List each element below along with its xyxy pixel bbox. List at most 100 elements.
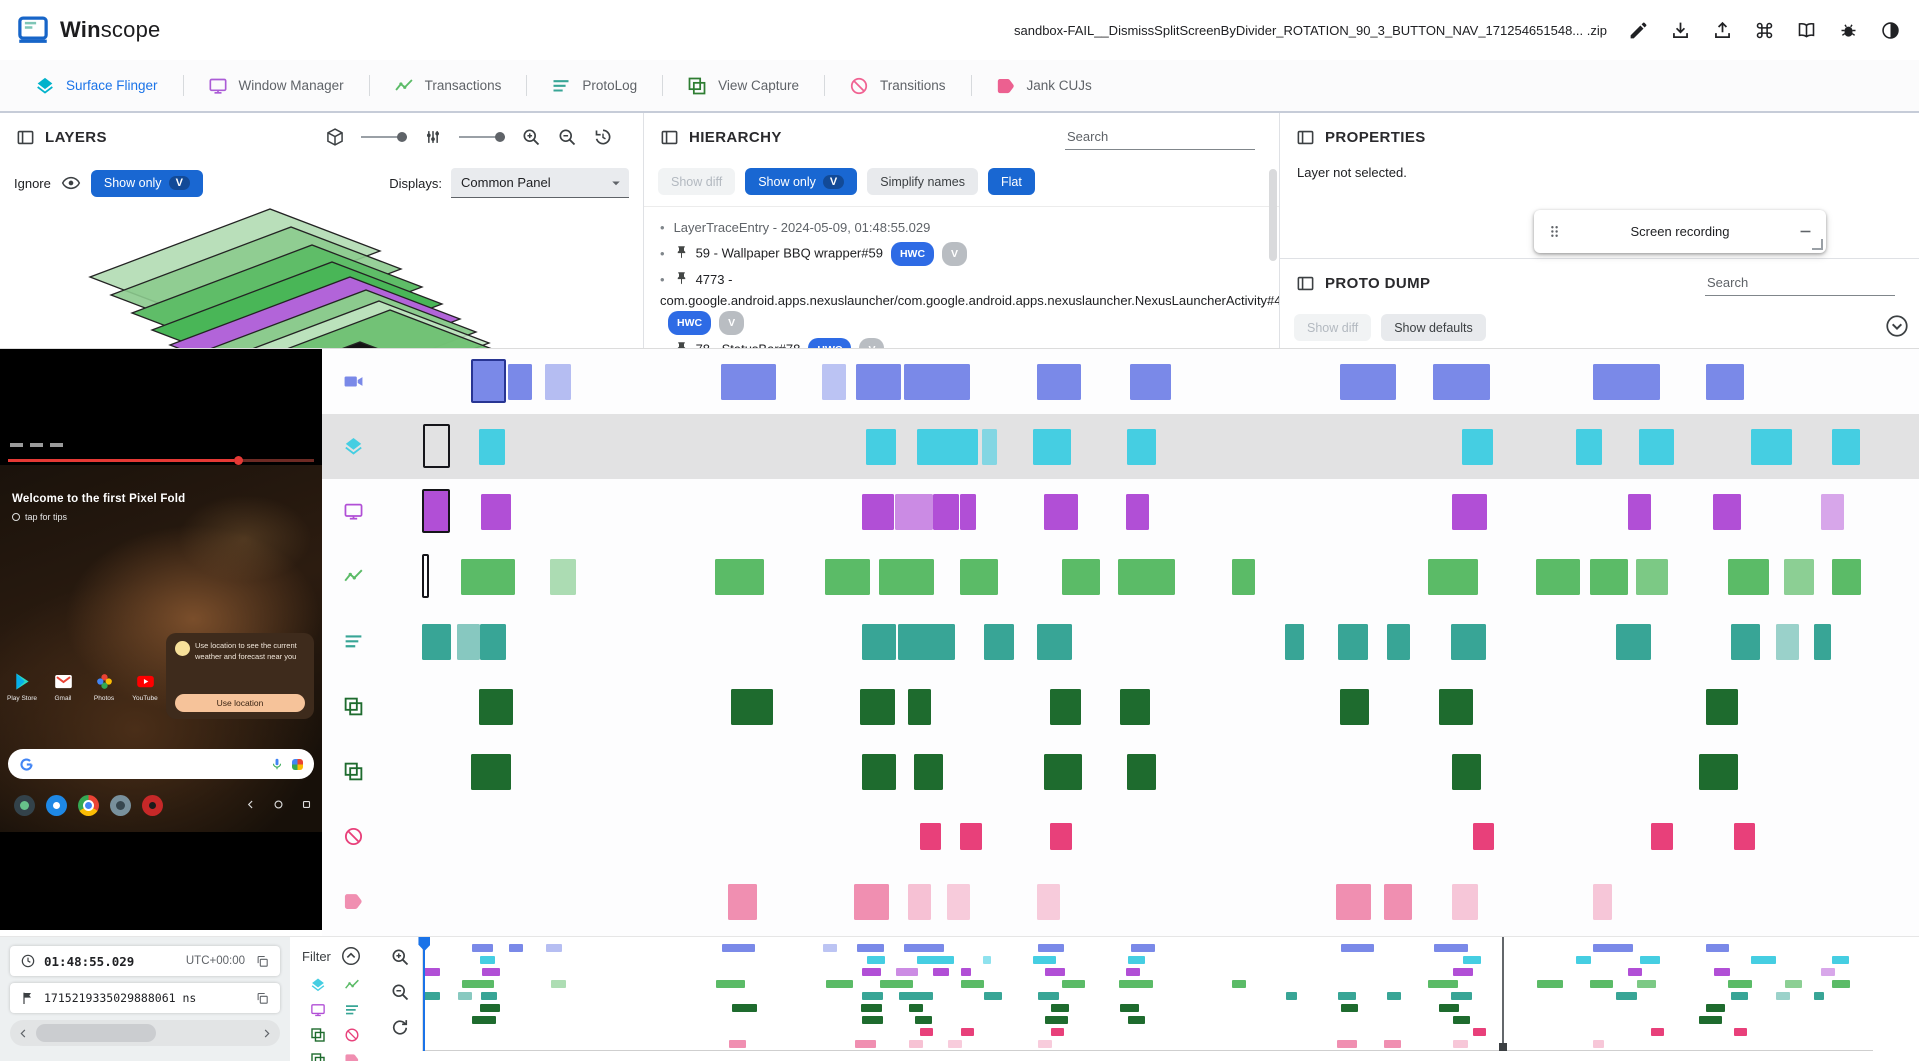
- copy-timestamp-icon[interactable]: [255, 991, 270, 1006]
- trace-track-transactions[interactable]: [422, 544, 1873, 609]
- trace-entry-block[interactable]: [1285, 623, 1305, 660]
- cube-icon[interactable]: [325, 127, 345, 147]
- keyboard-shortcuts-button[interactable]: [1754, 20, 1775, 41]
- list-icon[interactable]: [343, 631, 364, 652]
- lens-icon[interactable]: [292, 758, 303, 770]
- trace-track-jank[interactable]: [422, 869, 1873, 934]
- drag-handle-icon[interactable]: [1546, 223, 1563, 240]
- hierarchy-root-node[interactable]: • LayerTraceEntry - 2024-05-09, 01:48:55.…: [660, 217, 1263, 238]
- trace-entry-block[interactable]: [1698, 753, 1739, 790]
- camera-icon[interactable]: [110, 795, 131, 816]
- trace-entry-block[interactable]: [897, 623, 955, 660]
- google-search-bar[interactable]: [8, 749, 314, 779]
- trace-entry-block[interactable]: [860, 688, 895, 725]
- trace-entry-block[interactable]: [866, 428, 897, 465]
- trace-entry-block[interactable]: [861, 753, 897, 790]
- trace-entry-block[interactable]: [960, 558, 999, 595]
- trace-entry-block[interactable]: [1050, 688, 1081, 725]
- trace-entry-block[interactable]: [1727, 558, 1769, 595]
- hierarchy-node[interactable]: • 59 - Wallpaper BBQ wrapper#59 HWC V: [660, 242, 1263, 266]
- report-bug-button[interactable]: [1838, 20, 1859, 41]
- trace-entry-block[interactable]: [1713, 493, 1741, 530]
- trace-entry-block[interactable]: [1592, 363, 1660, 400]
- trace-entry-block[interactable]: [895, 493, 933, 530]
- trace-entry-block[interactable]: [825, 558, 871, 595]
- trace-entry-block[interactable]: [1650, 823, 1673, 850]
- screen-recording-video[interactable]: Welcome to the first Pixel Fold tap for …: [0, 349, 322, 930]
- view-capture-icon[interactable]: [310, 1027, 326, 1043]
- proto-dump-search-input[interactable]: [1705, 270, 1895, 296]
- copy-time-icon[interactable]: [255, 954, 270, 969]
- trace-entry-block[interactable]: [1130, 363, 1171, 400]
- android-icon[interactable]: [14, 795, 35, 816]
- trace-entry-block[interactable]: [1336, 883, 1371, 920]
- trace-track-protolog[interactable]: [422, 609, 1873, 674]
- trace-entry-block[interactable]: [1820, 493, 1844, 530]
- trace-entry-block[interactable]: [1706, 688, 1739, 725]
- hierarchy-search-input[interactable]: [1065, 124, 1255, 150]
- collapse-filter-button[interactable]: [340, 945, 362, 967]
- videocam-icon[interactable]: [343, 371, 364, 392]
- trace-entry-block[interactable]: [1706, 363, 1744, 400]
- trace-entry-block[interactable]: [1627, 493, 1651, 530]
- trace-entry-block[interactable]: [1784, 558, 1814, 595]
- timeline-scrollbar[interactable]: [10, 1020, 280, 1046]
- trace-track-transitions[interactable]: [422, 804, 1873, 869]
- trace-entry-block[interactable]: [545, 363, 572, 400]
- music-icon[interactable]: [142, 795, 163, 816]
- selected-entry-marker[interactable]: [471, 359, 507, 403]
- eye-icon[interactable]: [61, 173, 81, 193]
- trace-entry-block[interactable]: [1832, 558, 1862, 595]
- trace-entry-block[interactable]: [1427, 558, 1479, 595]
- trace-entry-block[interactable]: [1119, 688, 1151, 725]
- show-defaults-button[interactable]: Show defaults: [1381, 314, 1486, 341]
- trace-entry-block[interactable]: [1575, 428, 1602, 465]
- trace-entry-block[interactable]: [879, 558, 935, 595]
- video-scrubber-dot[interactable]: [234, 456, 244, 465]
- trace-entry-block[interactable]: [1127, 428, 1157, 465]
- tab-surface-flinger[interactable]: Surface Flinger: [10, 60, 183, 111]
- hierarchy-node[interactable]: • 78 - StatusBar#78 HWC V: [660, 338, 1263, 348]
- selected-entry-marker[interactable]: [422, 489, 450, 533]
- trace-entry-block[interactable]: [1384, 883, 1412, 920]
- back-icon[interactable]: [245, 799, 256, 810]
- trace-entry-block[interactable]: [960, 823, 983, 850]
- selected-entry-marker[interactable]: [422, 554, 429, 598]
- show-diff-button[interactable]: Show diff: [658, 168, 736, 195]
- trace-entry-block[interactable]: [1061, 558, 1100, 595]
- trace-entry-block[interactable]: [478, 688, 514, 725]
- trace-entry-block[interactable]: [1775, 623, 1799, 660]
- download-traces-button[interactable]: [1670, 20, 1691, 41]
- trace-entry-block[interactable]: [908, 883, 932, 920]
- tab-transactions[interactable]: Transactions: [368, 60, 527, 111]
- jank-icon[interactable]: [344, 1052, 360, 1061]
- layers-show-only-button[interactable]: Show only V: [90, 169, 203, 197]
- trace-entry-block[interactable]: [983, 623, 1014, 660]
- trace-entry-block[interactable]: [507, 363, 533, 400]
- home-icon[interactable]: [273, 799, 284, 810]
- trace-entry-block[interactable]: [947, 883, 971, 920]
- trace-entry-block[interactable]: [908, 688, 932, 725]
- flat-button[interactable]: Flat: [987, 168, 1035, 195]
- trace-entry-block[interactable]: [1340, 688, 1370, 725]
- upload-traces-button[interactable]: [1712, 20, 1733, 41]
- transactions-icon[interactable]: [343, 566, 364, 587]
- layers-icon[interactable]: [310, 977, 326, 993]
- mic-icon[interactable]: [270, 757, 284, 771]
- displays-select[interactable]: Common Panel: [451, 168, 629, 198]
- tab-transitions[interactable]: Transitions: [823, 60, 971, 111]
- simplify-names-button[interactable]: Simplify names: [867, 168, 978, 195]
- trace-entry-block[interactable]: [478, 428, 505, 465]
- trace-track-surface-flinger[interactable]: [422, 414, 1873, 479]
- trace-entry-block[interactable]: [461, 558, 515, 595]
- trace-entry-block[interactable]: [1450, 623, 1486, 660]
- trace-entry-block[interactable]: [1037, 883, 1061, 920]
- zoom-out-icon[interactable]: [557, 127, 577, 147]
- pin-icon[interactable]: [674, 245, 689, 260]
- layers-3d-view[interactable]: [0, 205, 643, 348]
- trace-entry-block[interactable]: [481, 493, 511, 530]
- window-icon[interactable]: [310, 1002, 326, 1018]
- trace-entry-block[interactable]: [854, 883, 890, 920]
- spacing-slider[interactable]: [459, 127, 505, 147]
- trace-entry-block[interactable]: [1592, 883, 1612, 920]
